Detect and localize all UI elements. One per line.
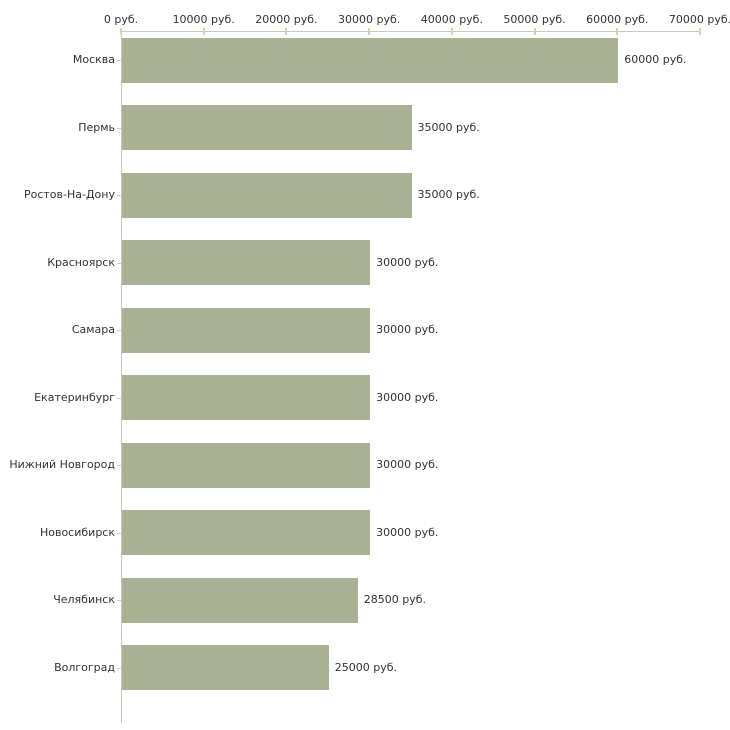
category-axis-tick	[117, 600, 122, 601]
category-label: Москва	[72, 53, 115, 66]
y-axis-line	[121, 31, 122, 723]
category-axis-tick	[117, 127, 122, 129]
x-axis-tick	[285, 28, 288, 35]
category-label: Ростов-На-Дону	[23, 188, 115, 201]
value-label: 25000 руб.	[334, 660, 398, 674]
x-axis-tick	[120, 28, 122, 35]
bar	[122, 510, 371, 555]
bar	[122, 172, 412, 218]
bar	[122, 240, 371, 285]
category-axis-tick	[117, 667, 122, 669]
category-axis-tick	[117, 397, 122, 399]
x-axis-tick-label: 10000 руб.	[172, 13, 235, 26]
x-axis-tick	[202, 28, 205, 35]
bar	[122, 37, 619, 83]
x-axis-tick	[533, 28, 536, 35]
value-label: 30000 руб.	[376, 255, 439, 269]
x-axis-tick-label: 20000 руб.	[255, 13, 318, 26]
category-axis-tick	[117, 330, 122, 331]
bar	[122, 442, 371, 488]
x-axis-tick	[699, 28, 701, 35]
x-axis-tick-label: 30000 руб.	[338, 13, 401, 26]
category-label: Новосибирск	[39, 525, 115, 539]
x-axis-tick	[368, 28, 371, 35]
value-label: 30000 руб.	[376, 458, 439, 471]
x-axis-tick-label: 50000 руб.	[503, 13, 566, 26]
x-axis-tick	[450, 28, 453, 35]
bar	[122, 645, 329, 690]
value-label: 35000 руб.	[417, 120, 480, 134]
x-axis-tick-label: 70000 руб.	[668, 13, 730, 26]
category-axis-tick	[117, 195, 122, 196]
bar	[122, 307, 371, 353]
bar	[122, 105, 412, 150]
category-axis-tick	[117, 465, 122, 466]
x-axis-line	[121, 31, 701, 32]
value-label: 30000 руб.	[376, 525, 439, 539]
category-label: Волгоград	[54, 660, 115, 674]
category-label: Пермь	[78, 120, 115, 134]
category-axis-tick	[117, 532, 122, 534]
bar	[122, 577, 358, 623]
x-axis-tick-label: 60000 руб.	[586, 13, 649, 26]
value-label: 28500 руб.	[363, 593, 426, 606]
category-label: Красноярск	[47, 255, 115, 269]
x-axis-tick-label: 40000 руб.	[420, 13, 483, 26]
value-label: 30000 руб.	[376, 390, 439, 404]
value-label: 30000 руб.	[376, 323, 439, 336]
category-label: Самара	[71, 323, 115, 336]
x-axis-tick	[616, 28, 619, 35]
category-label: Нижний Новгород	[9, 458, 115, 471]
bar	[122, 375, 371, 420]
category-label: Челябинск	[53, 593, 115, 606]
category-label: Екатеринбург	[34, 390, 115, 404]
category-axis-tick	[117, 262, 122, 264]
value-label: 60000 руб.	[624, 53, 687, 66]
x-axis-tick-label: 0 руб.	[103, 13, 139, 26]
category-axis-tick	[117, 60, 122, 61]
value-label: 35000 руб.	[417, 188, 480, 201]
